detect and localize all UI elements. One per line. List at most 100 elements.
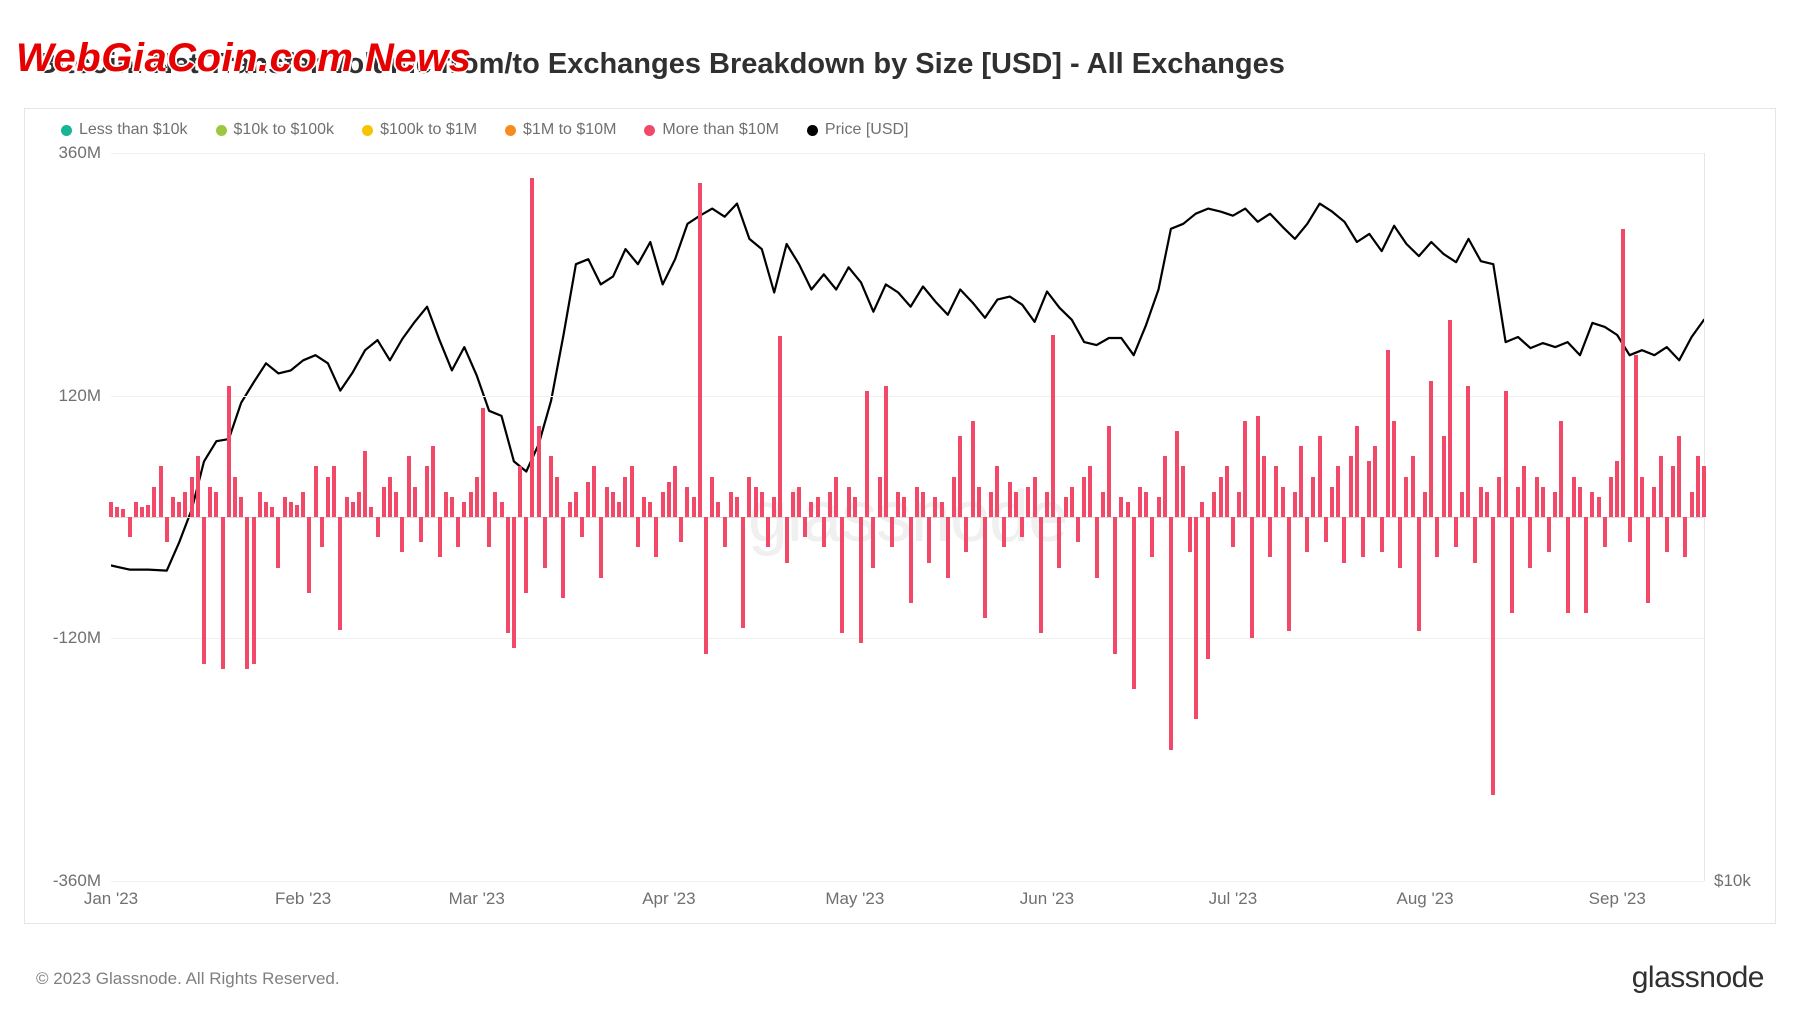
bar <box>1157 497 1161 517</box>
bar <box>177 502 181 517</box>
bar <box>1621 229 1625 517</box>
bar <box>469 492 473 517</box>
bar <box>1349 456 1353 517</box>
bar <box>958 436 962 517</box>
legend-item[interactable]: $1M to $10M <box>505 121 616 139</box>
bar <box>1584 517 1588 613</box>
bar <box>865 391 869 517</box>
bar <box>382 487 386 517</box>
bar <box>735 497 739 517</box>
bar <box>623 477 627 517</box>
bar <box>1181 466 1185 517</box>
bar <box>1107 426 1111 517</box>
x-tick-label: Feb '23 <box>275 881 331 909</box>
bar <box>847 487 851 517</box>
bar <box>1535 477 1539 517</box>
bar <box>1070 487 1074 517</box>
bar <box>679 517 683 542</box>
bar <box>828 492 832 517</box>
bar <box>1559 421 1563 517</box>
gridline <box>111 396 1704 397</box>
overlay-watermark: WebGiaCoin.com News <box>16 36 472 81</box>
bar <box>233 477 237 517</box>
bar <box>1504 391 1508 517</box>
bar <box>438 517 442 557</box>
bar <box>1373 446 1377 517</box>
bar <box>1206 517 1210 659</box>
bar <box>537 426 541 517</box>
bar <box>716 502 720 517</box>
footer-copyright: © 2023 Glassnode. All Rights Reserved. <box>36 969 340 989</box>
bar <box>964 517 968 552</box>
bar <box>878 477 882 517</box>
legend-item[interactable]: $100k to $1M <box>362 121 477 139</box>
legend-item[interactable]: Price [USD] <box>807 121 909 139</box>
bar <box>357 492 361 517</box>
bar <box>524 517 528 593</box>
bar <box>1262 456 1266 517</box>
bar <box>351 502 355 517</box>
bar <box>1039 517 1043 633</box>
x-tick-label: Jul '23 <box>1209 881 1258 909</box>
bar <box>1256 416 1260 517</box>
bar <box>1541 487 1545 517</box>
bar <box>345 497 349 517</box>
bar <box>1652 487 1656 517</box>
bar <box>1088 466 1092 517</box>
bar <box>1640 477 1644 517</box>
bar <box>766 517 770 547</box>
legend-dot <box>61 125 72 136</box>
bar <box>853 497 857 517</box>
bar <box>1101 492 1105 517</box>
legend-item[interactable]: Less than $10k <box>61 121 188 139</box>
bar <box>797 487 801 517</box>
bar <box>1473 517 1477 563</box>
bar <box>1342 517 1346 563</box>
bar <box>338 517 342 630</box>
bar <box>661 492 665 517</box>
bar <box>1219 477 1223 517</box>
bar <box>369 507 373 517</box>
bar <box>1466 386 1470 517</box>
legend-label: $100k to $1M <box>380 121 477 139</box>
legend-item[interactable]: More than $10M <box>644 121 779 139</box>
bar <box>1417 517 1421 631</box>
x-tick-label: May '23 <box>825 881 884 909</box>
legend-dot <box>807 125 818 136</box>
bar <box>704 517 708 654</box>
bar <box>1336 466 1340 517</box>
bar <box>1702 466 1706 517</box>
bar <box>1460 492 1464 517</box>
y-tick-label: 360M <box>58 143 111 163</box>
bar <box>276 517 280 568</box>
bar <box>506 517 510 633</box>
bar <box>1212 492 1216 517</box>
bar <box>456 517 460 547</box>
bar <box>1386 350 1390 517</box>
bar <box>165 517 169 542</box>
bar <box>1665 517 1669 552</box>
bar <box>121 509 125 517</box>
bar <box>1026 487 1030 517</box>
bar <box>723 517 727 547</box>
bar <box>301 492 305 517</box>
bar <box>555 477 559 517</box>
bar <box>1367 461 1371 517</box>
bar <box>630 466 634 517</box>
bar <box>1398 517 1402 568</box>
bar <box>1305 517 1309 552</box>
legend-item[interactable]: $10k to $100k <box>216 121 335 139</box>
bar <box>1634 355 1638 517</box>
bar <box>1522 466 1526 517</box>
legend-label: More than $10M <box>662 121 779 139</box>
bar <box>1237 492 1241 517</box>
bar <box>580 517 584 537</box>
bar <box>927 517 931 563</box>
legend-dot <box>644 125 655 136</box>
y-tick-label: 120M <box>58 386 111 406</box>
bar <box>1454 517 1458 547</box>
bar <box>940 502 944 517</box>
bar <box>493 492 497 517</box>
bar <box>1194 517 1198 719</box>
bar <box>171 497 175 517</box>
